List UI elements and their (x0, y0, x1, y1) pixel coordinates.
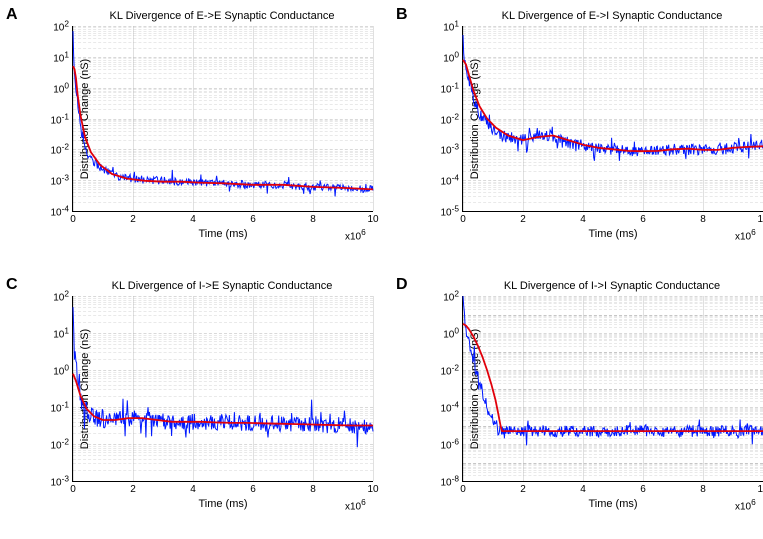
ytick-label: 10-4 (50, 203, 69, 218)
xaxis-label: Time (ms) (73, 498, 373, 510)
xtick-label: 2 (520, 214, 526, 225)
gridline-h (463, 211, 763, 212)
x-exponent-label: x106 (345, 227, 366, 242)
xtick-label: 8 (310, 214, 316, 225)
xtick-label: 4 (190, 484, 196, 495)
ytick-label: 10-3 (440, 142, 459, 157)
chart-title: KL Divergence of I->E Synaptic Conductan… (72, 280, 372, 292)
gridline-h (73, 211, 373, 212)
ytick-label: 10-8 (440, 473, 459, 488)
xtick-label: 0 (460, 484, 466, 495)
xtick-label: 4 (190, 214, 196, 225)
ytick-label: 102 (53, 288, 69, 303)
ytick-label: 100 (443, 49, 459, 64)
ytick-label: 10-1 (50, 399, 69, 414)
ytick-label: 10-3 (50, 172, 69, 187)
xtick-label: 8 (700, 484, 706, 495)
xtick-label: 10 (367, 484, 378, 495)
ytick-label: 10-2 (50, 436, 69, 451)
xtick-label: 6 (640, 484, 646, 495)
ytick-label: 10-5 (440, 203, 459, 218)
xtick-label: 0 (70, 214, 76, 225)
xtick-label: 8 (310, 484, 316, 495)
ytick-label: 100 (443, 325, 459, 340)
chart-title: KL Divergence of E->I Synaptic Conductan… (462, 10, 762, 22)
ytick-label: 102 (53, 18, 69, 33)
xtick-label: 10 (367, 214, 378, 225)
series-raw (73, 307, 373, 447)
ytick-label: 10-4 (440, 399, 459, 414)
gridline-v (373, 296, 374, 481)
panel-label: B (396, 6, 408, 24)
series-smoothed (463, 324, 763, 431)
ytick-label: 100 (53, 362, 69, 377)
gridline-v (373, 26, 374, 211)
x-exponent-label: x106 (735, 227, 756, 242)
ytick-label: 102 (443, 288, 459, 303)
xaxis-label: Time (ms) (463, 498, 763, 510)
xtick-label: 10 (757, 484, 763, 495)
plot-area: 10-810-610-410-21001020246810Time (ms)Di… (462, 296, 763, 482)
series-raw (463, 296, 763, 445)
xaxis-label: Time (ms) (73, 228, 373, 240)
ytick-label: 101 (53, 325, 69, 340)
plot-svg (463, 296, 763, 481)
xtick-label: 8 (700, 214, 706, 225)
panel-label: D (396, 276, 408, 294)
xtick-label: 2 (520, 484, 526, 495)
chart-title: KL Divergence of E->E Synaptic Conductan… (72, 10, 372, 22)
x-exponent-label: x106 (735, 497, 756, 512)
xtick-label: 0 (70, 484, 76, 495)
xtick-label: 4 (580, 484, 586, 495)
xtick-label: 2 (130, 484, 136, 495)
ytick-label: 10-1 (50, 111, 69, 126)
series-raw (73, 31, 373, 196)
xaxis-label: Time (ms) (463, 228, 763, 240)
xtick-label: 4 (580, 214, 586, 225)
series-raw (463, 35, 763, 161)
ytick-label: 10-2 (440, 111, 459, 126)
ytick-label: 101 (53, 49, 69, 64)
plot-area: 10-410-310-210-11001011020246810Time (ms… (72, 26, 373, 212)
plot-area: 10-510-410-310-210-11001010246810Time (m… (462, 26, 763, 212)
ytick-label: 101 (443, 18, 459, 33)
panel-label: C (6, 276, 18, 294)
plot-area: 10-310-210-11001011020246810Time (ms)Dis… (72, 296, 373, 482)
chart-title: KL Divergence of I->I Synaptic Conductan… (462, 280, 762, 292)
gridline-h (463, 481, 763, 482)
figure-page: { "layout":{ "page_w":763,"page_h":539, … (0, 0, 763, 539)
xtick-label: 6 (250, 484, 256, 495)
xtick-label: 6 (640, 214, 646, 225)
plot-svg (73, 26, 373, 211)
xtick-label: 0 (460, 214, 466, 225)
ytick-label: 10-2 (440, 362, 459, 377)
ytick-label: 10-4 (440, 172, 459, 187)
xtick-label: 6 (250, 214, 256, 225)
ytick-label: 10-3 (50, 473, 69, 488)
ytick-label: 10-1 (440, 80, 459, 95)
panel-label: A (6, 6, 18, 24)
ytick-label: 10-2 (50, 142, 69, 157)
ytick-label: 10-6 (440, 436, 459, 451)
series-smoothed (463, 60, 763, 151)
ytick-label: 100 (53, 80, 69, 95)
xtick-label: 2 (130, 214, 136, 225)
plot-svg (463, 26, 763, 211)
panel-D: D10-810-610-410-21001020246810Time (ms)D… (400, 278, 763, 521)
series-smoothed (73, 66, 373, 189)
xtick-label: 10 (757, 214, 763, 225)
gridline-h (73, 481, 373, 482)
panel-A: A10-410-310-210-11001011020246810Time (m… (10, 8, 384, 251)
panel-B: B10-510-410-310-210-11001010246810Time (… (400, 8, 763, 251)
x-exponent-label: x106 (345, 497, 366, 512)
panel-C: C10-310-210-11001011020246810Time (ms)Di… (10, 278, 384, 521)
plot-svg (73, 296, 373, 481)
